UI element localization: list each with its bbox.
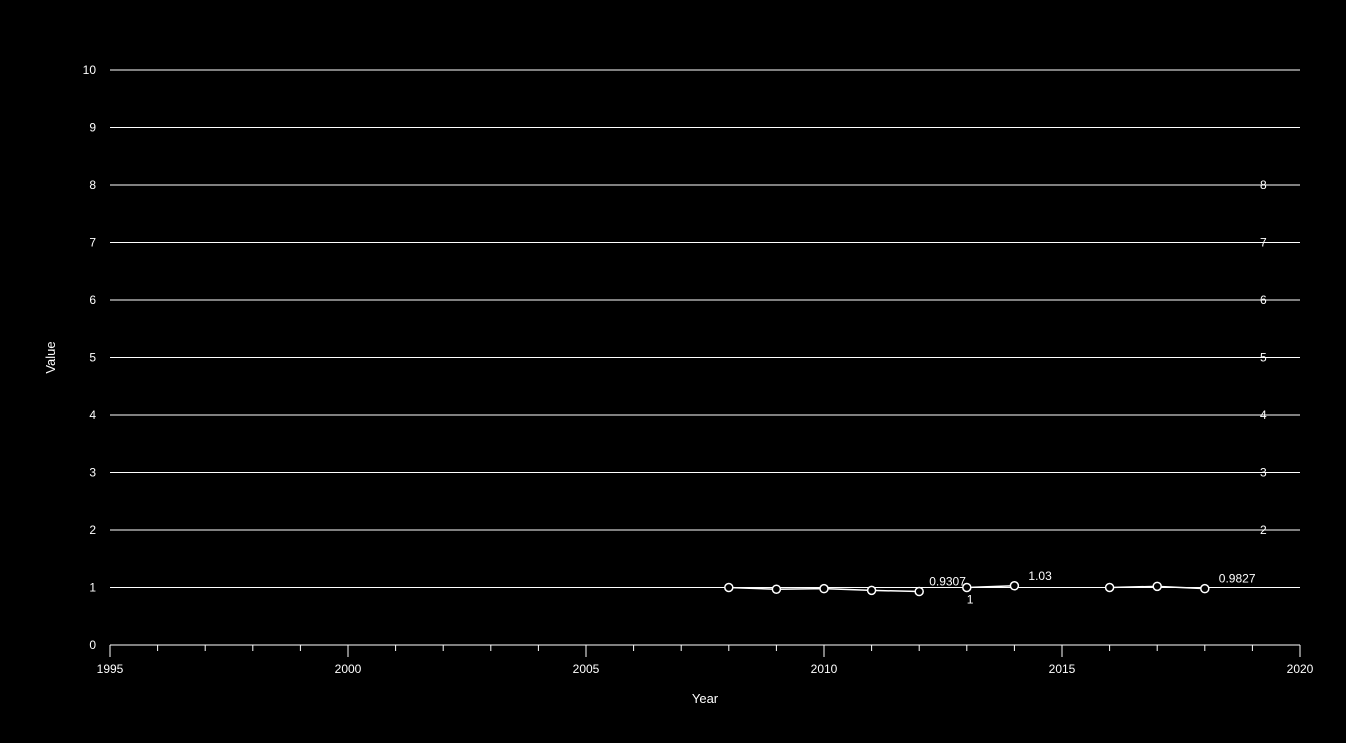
data-label: 0.9827 [1219,572,1256,586]
x-tick-label: 2010 [811,662,838,676]
chart-container: 199520002005201020152020Year012345678910… [0,0,1346,743]
y-tick-label: 10 [83,63,97,77]
data-marker [1201,585,1209,593]
data-marker [1106,584,1114,592]
right-annotation: 7 [1260,236,1267,250]
data-marker [868,586,876,594]
y-tick-label: 8 [89,178,96,192]
y-tick-label: 1 [89,581,96,595]
right-annotation: 3 [1260,466,1267,480]
data-marker [963,584,971,592]
data-marker [1010,582,1018,590]
y-tick-label: 9 [89,121,96,135]
right-annotation: 4 [1260,408,1267,422]
data-label: 1 [967,593,974,607]
x-tick-label: 2020 [1287,662,1314,676]
y-tick-label: 2 [89,523,96,537]
y-tick-label: 3 [89,466,96,480]
data-label: 0.9307 [929,575,966,589]
x-tick-label: 2015 [1049,662,1076,676]
data-marker [915,588,923,596]
right-annotation: 2 [1260,523,1267,537]
data-marker [772,585,780,593]
right-annotation: 6 [1260,293,1267,307]
data-marker [725,584,733,592]
right-annotation: 5 [1260,351,1267,365]
y-tick-label: 5 [89,351,96,365]
y-tick-label: 4 [89,408,96,422]
line-chart: 199520002005201020152020Year012345678910… [0,0,1346,743]
data-marker [820,585,828,593]
x-tick-label: 2000 [335,662,362,676]
x-tick-label: 1995 [97,662,124,676]
x-axis-label: Year [692,691,719,706]
data-marker [1153,582,1161,590]
y-tick-label: 6 [89,293,96,307]
chart-background [0,0,1346,743]
x-tick-label: 2005 [573,662,600,676]
y-tick-label: 0 [89,638,96,652]
y-axis-label: Value [43,341,58,373]
y-tick-label: 7 [89,236,96,250]
right-annotation: 8 [1260,178,1267,192]
data-label: 1.03 [1028,569,1052,583]
